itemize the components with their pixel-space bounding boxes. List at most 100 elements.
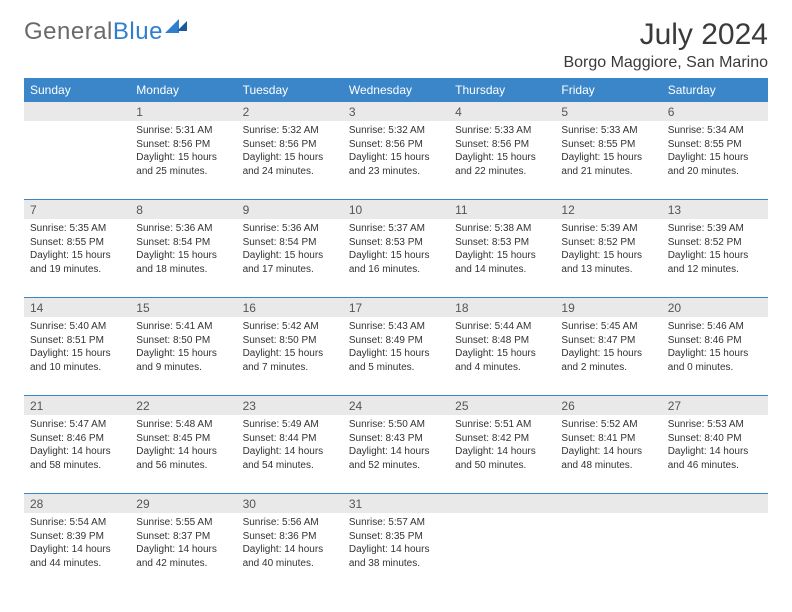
day-cell: Sunrise: 5:46 AM Sunset: 8:46 PM Dayligh… [662, 317, 768, 395]
day-number: 18 [449, 298, 555, 317]
day-cell: Sunrise: 5:33 AM Sunset: 8:55 PM Dayligh… [555, 121, 661, 199]
day-info: Sunrise: 5:32 AM Sunset: 8:56 PM Dayligh… [243, 121, 337, 178]
day-cell: Sunrise: 5:37 AM Sunset: 8:53 PM Dayligh… [343, 219, 449, 297]
day-number: 1 [130, 102, 236, 121]
day-header: Monday [130, 78, 236, 102]
day-header: Thursday [449, 78, 555, 102]
day-header: Tuesday [237, 78, 343, 102]
daynum-row: 7 8 9 10 11 12 13 [24, 200, 768, 219]
day-number: 8 [130, 200, 236, 219]
day-info: Sunrise: 5:57 AM Sunset: 8:35 PM Dayligh… [349, 513, 443, 570]
day-number: 27 [662, 396, 768, 415]
day-number: 12 [555, 200, 661, 219]
day-cell: Sunrise: 5:50 AM Sunset: 8:43 PM Dayligh… [343, 415, 449, 493]
day-info: Sunrise: 5:34 AM Sunset: 8:55 PM Dayligh… [668, 121, 762, 178]
day-number: 25 [449, 396, 555, 415]
day-info [30, 121, 124, 124]
day-number: 4 [449, 102, 555, 121]
day-number: 19 [555, 298, 661, 317]
daynum-row: 28 29 30 31 [24, 494, 768, 513]
day-number: 29 [130, 494, 236, 513]
day-number: 3 [343, 102, 449, 121]
calendar: Sunday Monday Tuesday Wednesday Thursday… [24, 78, 768, 591]
day-number: 23 [237, 396, 343, 415]
day-cell: Sunrise: 5:57 AM Sunset: 8:35 PM Dayligh… [343, 513, 449, 591]
day-header: Friday [555, 78, 661, 102]
title-block: July 2024 Borgo Maggiore, San Marino [563, 18, 768, 72]
day-info: Sunrise: 5:44 AM Sunset: 8:48 PM Dayligh… [455, 317, 549, 374]
day-number: 7 [24, 200, 130, 219]
day-info: Sunrise: 5:56 AM Sunset: 8:36 PM Dayligh… [243, 513, 337, 570]
day-number [24, 102, 130, 121]
day-info: Sunrise: 5:33 AM Sunset: 8:55 PM Dayligh… [561, 121, 655, 178]
day-info: Sunrise: 5:53 AM Sunset: 8:40 PM Dayligh… [668, 415, 762, 472]
day-number: 16 [237, 298, 343, 317]
day-info: Sunrise: 5:54 AM Sunset: 8:39 PM Dayligh… [30, 513, 124, 570]
day-number: 20 [662, 298, 768, 317]
day-cell: Sunrise: 5:34 AM Sunset: 8:55 PM Dayligh… [662, 121, 768, 199]
day-number: 26 [555, 396, 661, 415]
day-info: Sunrise: 5:50 AM Sunset: 8:43 PM Dayligh… [349, 415, 443, 472]
day-info: Sunrise: 5:52 AM Sunset: 8:41 PM Dayligh… [561, 415, 655, 472]
day-info: Sunrise: 5:38 AM Sunset: 8:53 PM Dayligh… [455, 219, 549, 276]
day-cell [24, 121, 130, 199]
day-info: Sunrise: 5:47 AM Sunset: 8:46 PM Dayligh… [30, 415, 124, 472]
day-cell: Sunrise: 5:44 AM Sunset: 8:48 PM Dayligh… [449, 317, 555, 395]
day-number: 22 [130, 396, 236, 415]
day-header-row: Sunday Monday Tuesday Wednesday Thursday… [24, 78, 768, 102]
day-cell: Sunrise: 5:35 AM Sunset: 8:55 PM Dayligh… [24, 219, 130, 297]
day-info: Sunrise: 5:40 AM Sunset: 8:51 PM Dayligh… [30, 317, 124, 374]
day-info: Sunrise: 5:43 AM Sunset: 8:49 PM Dayligh… [349, 317, 443, 374]
week-row: Sunrise: 5:40 AM Sunset: 8:51 PM Dayligh… [24, 317, 768, 396]
day-info: Sunrise: 5:51 AM Sunset: 8:42 PM Dayligh… [455, 415, 549, 472]
day-info: Sunrise: 5:48 AM Sunset: 8:45 PM Dayligh… [136, 415, 230, 472]
day-info: Sunrise: 5:49 AM Sunset: 8:44 PM Dayligh… [243, 415, 337, 472]
day-cell: Sunrise: 5:55 AM Sunset: 8:37 PM Dayligh… [130, 513, 236, 591]
day-cell: Sunrise: 5:49 AM Sunset: 8:44 PM Dayligh… [237, 415, 343, 493]
day-cell: Sunrise: 5:33 AM Sunset: 8:56 PM Dayligh… [449, 121, 555, 199]
day-cell: Sunrise: 5:47 AM Sunset: 8:46 PM Dayligh… [24, 415, 130, 493]
day-info: Sunrise: 5:46 AM Sunset: 8:46 PM Dayligh… [668, 317, 762, 374]
header: GeneralBlue July 2024 Borgo Maggiore, Sa… [24, 18, 768, 72]
day-number: 6 [662, 102, 768, 121]
day-info: Sunrise: 5:33 AM Sunset: 8:56 PM Dayligh… [455, 121, 549, 178]
day-cell: Sunrise: 5:51 AM Sunset: 8:42 PM Dayligh… [449, 415, 555, 493]
day-number: 10 [343, 200, 449, 219]
week-row: Sunrise: 5:31 AM Sunset: 8:56 PM Dayligh… [24, 121, 768, 200]
day-cell: Sunrise: 5:56 AM Sunset: 8:36 PM Dayligh… [237, 513, 343, 591]
day-info: Sunrise: 5:39 AM Sunset: 8:52 PM Dayligh… [561, 219, 655, 276]
day-info: Sunrise: 5:36 AM Sunset: 8:54 PM Dayligh… [136, 219, 230, 276]
day-info: Sunrise: 5:42 AM Sunset: 8:50 PM Dayligh… [243, 317, 337, 374]
daynum-row: 21 22 23 24 25 26 27 [24, 396, 768, 415]
day-number [555, 494, 661, 513]
day-info: Sunrise: 5:37 AM Sunset: 8:53 PM Dayligh… [349, 219, 443, 276]
day-info [455, 513, 549, 516]
day-cell: Sunrise: 5:53 AM Sunset: 8:40 PM Dayligh… [662, 415, 768, 493]
day-info [561, 513, 655, 516]
daynum-row: 14 15 16 17 18 19 20 [24, 298, 768, 317]
logo: GeneralBlue [24, 18, 179, 46]
week-row: Sunrise: 5:35 AM Sunset: 8:55 PM Dayligh… [24, 219, 768, 298]
day-number: 31 [343, 494, 449, 513]
logo-text-right: Blue [113, 18, 163, 46]
day-cell [662, 513, 768, 591]
day-cell: Sunrise: 5:48 AM Sunset: 8:45 PM Dayligh… [130, 415, 236, 493]
day-cell: Sunrise: 5:38 AM Sunset: 8:53 PM Dayligh… [449, 219, 555, 297]
day-number [662, 494, 768, 513]
week-row: Sunrise: 5:47 AM Sunset: 8:46 PM Dayligh… [24, 415, 768, 494]
day-number: 28 [24, 494, 130, 513]
day-number: 11 [449, 200, 555, 219]
day-cell: Sunrise: 5:32 AM Sunset: 8:56 PM Dayligh… [343, 121, 449, 199]
day-number: 21 [24, 396, 130, 415]
day-number: 24 [343, 396, 449, 415]
logo-triangle-icon [165, 19, 179, 33]
day-cell: Sunrise: 5:39 AM Sunset: 8:52 PM Dayligh… [555, 219, 661, 297]
day-cell: Sunrise: 5:40 AM Sunset: 8:51 PM Dayligh… [24, 317, 130, 395]
day-number: 2 [237, 102, 343, 121]
day-cell: Sunrise: 5:32 AM Sunset: 8:56 PM Dayligh… [237, 121, 343, 199]
daynum-row: 1 2 3 4 5 6 [24, 102, 768, 121]
day-header: Saturday [662, 78, 768, 102]
day-info: Sunrise: 5:55 AM Sunset: 8:37 PM Dayligh… [136, 513, 230, 570]
day-info: Sunrise: 5:31 AM Sunset: 8:56 PM Dayligh… [136, 121, 230, 178]
day-number: 17 [343, 298, 449, 317]
